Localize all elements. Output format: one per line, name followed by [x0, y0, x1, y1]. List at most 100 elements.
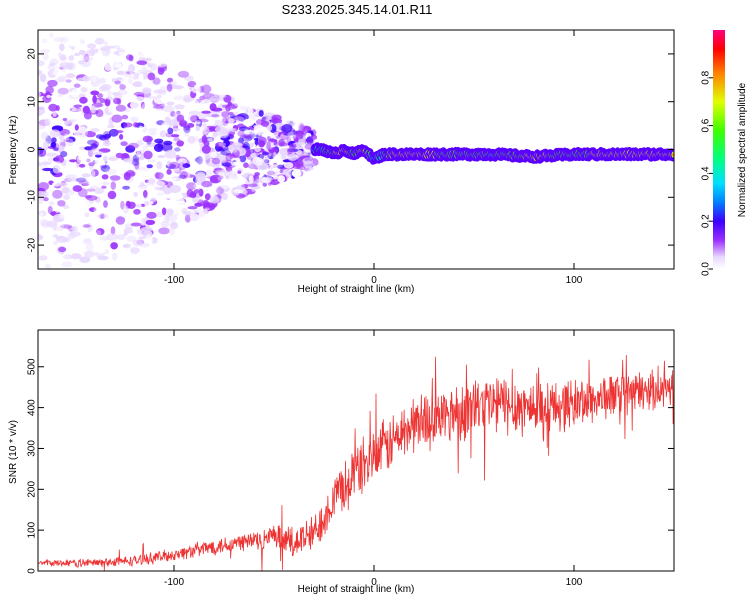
- speckle-blob: [299, 123, 305, 132]
- speckle-blob: [84, 212, 90, 218]
- speckle-blob: [258, 136, 267, 146]
- speckle-blob: [145, 116, 154, 126]
- speckle-blob: [178, 174, 187, 179]
- speckle-blob: [173, 200, 186, 204]
- speckle-blob: [136, 151, 141, 158]
- speckle-blob: [168, 161, 181, 169]
- speckle-blob: [196, 118, 209, 123]
- speckle-blob: [220, 149, 231, 156]
- y-tick-label: 20: [27, 48, 38, 60]
- speckle-blob: [159, 130, 167, 138]
- speckle-blob: [136, 60, 148, 65]
- speckle-blob: [83, 250, 95, 258]
- speckle-blob: [277, 175, 286, 183]
- speckle-blob: [114, 80, 121, 85]
- speckle-blob: [80, 86, 88, 93]
- speckle-blob: [192, 136, 200, 142]
- speckle-blob: [169, 221, 179, 230]
- speckle-blob: [63, 85, 70, 92]
- speckle-blob: [122, 205, 129, 214]
- speckle-blob: [75, 206, 84, 213]
- speckle-blob: [46, 94, 51, 99]
- speckle-blob: [55, 227, 67, 235]
- speckle-blob: [164, 149, 177, 159]
- speckle-blob: [160, 220, 170, 228]
- speckle-blob: [114, 50, 119, 55]
- speckle-blob: [272, 175, 278, 180]
- speckle-blob: [59, 36, 69, 43]
- speckle-blob: [240, 178, 247, 186]
- speckle-blob: [260, 120, 270, 127]
- speckle-blob: [269, 138, 275, 142]
- speckle-blob: [104, 168, 117, 175]
- speckle-blob: [126, 54, 133, 61]
- speckle-blob: [86, 188, 96, 192]
- speckle-blob: [142, 87, 152, 94]
- speckle-blob: [278, 142, 289, 147]
- speckle-blob: [38, 198, 43, 205]
- speckle-blob: [189, 99, 200, 107]
- speckle-blob: [203, 141, 210, 147]
- speckle-blob: [109, 175, 121, 181]
- snr-y-label: SNR (10 * v/v): [8, 420, 19, 484]
- speckle-blob: [167, 77, 173, 83]
- speckle-blob: [38, 70, 43, 74]
- speckle-blob: [204, 152, 210, 160]
- speckle-blob: [272, 151, 277, 161]
- speckle-blob: [123, 158, 132, 163]
- speckle-blob: [71, 225, 78, 232]
- speckle-blob: [53, 64, 61, 71]
- speckle-blob: [271, 114, 282, 121]
- speckle-blob: [250, 180, 260, 190]
- speckle-blob: [129, 71, 135, 81]
- speckle-blob: [90, 105, 96, 114]
- speckle-blob: [39, 31, 50, 38]
- spectrogram-y-label: Frequency (Hz): [8, 116, 19, 185]
- speckle-blob: [138, 242, 150, 248]
- speckle-blob: [101, 174, 109, 180]
- speckle-blob: [201, 180, 213, 188]
- speckle-blob: [120, 247, 130, 254]
- speckle-blob: [292, 165, 302, 170]
- speckle-blob: [147, 159, 156, 163]
- speckle-blob: [252, 156, 264, 166]
- speckle-blob: [53, 37, 64, 42]
- speckle-blob: [177, 162, 187, 171]
- speckle-blob: [144, 105, 151, 112]
- speckle-blob: [113, 209, 119, 218]
- speckle-blob: [86, 158, 91, 163]
- speckle-blob: [132, 158, 140, 166]
- speckle-blob: [201, 145, 211, 154]
- speckle-blob: [258, 110, 264, 117]
- speckle-blob: [202, 209, 208, 214]
- speckle-blob: [83, 53, 90, 63]
- speckle-blob: [226, 170, 237, 179]
- speckle-blob: [173, 167, 180, 172]
- speckle-blob: [166, 208, 174, 216]
- speckle-blob: [110, 242, 118, 250]
- speckle-blob: [52, 226, 64, 231]
- speckle-blob: [82, 224, 91, 228]
- speckle-blob: [44, 243, 56, 246]
- speckle-blob: [205, 113, 218, 118]
- speckle-blob: [114, 130, 124, 134]
- speckle-blob: [99, 236, 109, 241]
- x-tick-label: 0: [371, 275, 377, 286]
- speckle-blob: [130, 222, 142, 227]
- speckle-blob: [249, 142, 255, 148]
- speckle-blob: [91, 170, 96, 178]
- speckle-blob: [92, 94, 97, 104]
- speckle-blob: [39, 48, 51, 54]
- speckle-blob: [157, 67, 165, 75]
- speckle-blob: [46, 220, 58, 228]
- speckle-blob: [99, 213, 105, 220]
- speckle-blob: [44, 118, 51, 127]
- speckle-blob: [39, 73, 47, 83]
- speckle-blob: [145, 233, 152, 241]
- speckle-blob: [158, 62, 167, 68]
- snr-frame: [37, 329, 675, 572]
- speckle-blob: [57, 75, 68, 82]
- speckle-blob: [152, 77, 161, 85]
- speckle-blob: [75, 216, 85, 220]
